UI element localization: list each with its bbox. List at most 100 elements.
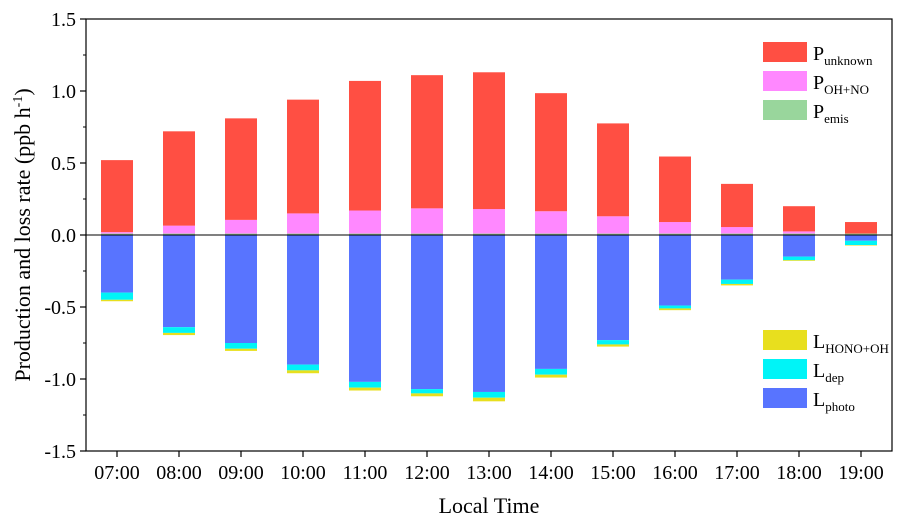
- bar-p-oh-no-1300: [473, 209, 505, 234]
- bar-l-dep-1100: [349, 381, 381, 388]
- y-axis-title: Production and loss rate (ppb h-1): [10, 88, 35, 381]
- legend-label-p-unknown: Punknown: [813, 43, 873, 68]
- bar-l-hono-oh-1900: [845, 245, 877, 246]
- bar-p-unknown-0800: [163, 131, 195, 226]
- bar-l-dep-1600: [659, 305, 691, 309]
- legend-swatch-p-oh-no: [763, 71, 807, 91]
- bar-l-hono-oh-0700: [101, 299, 133, 302]
- bar-l-dep-1700: [721, 279, 753, 284]
- bar-l-photo-1400: [535, 235, 567, 369]
- x-axis-title: Local Time: [439, 493, 540, 517]
- bar-l-photo-1000: [287, 235, 319, 365]
- x-tick-label: 07:00: [94, 462, 140, 484]
- legend-label-l-hono-oh: LHONO+OH: [813, 331, 889, 356]
- legend-label-p-emis: Pemis: [813, 101, 849, 126]
- bar-p-oh-no-1400: [535, 211, 567, 234]
- bar-p-oh-no-1500: [597, 216, 629, 234]
- bar-p-oh-no-1600: [659, 222, 691, 234]
- x-tick-label: 15:00: [590, 462, 636, 484]
- bar-p-oh-no-1700: [721, 227, 753, 234]
- y-tick-label: -1.5: [44, 441, 76, 463]
- bar-p-emis-1600: [659, 233, 691, 235]
- bar-l-photo-1100: [349, 235, 381, 382]
- bar-p-emis-1000: [287, 233, 319, 235]
- x-tick-label: 19:00: [838, 462, 884, 484]
- x-tick-label: 08:00: [156, 462, 202, 484]
- bar-p-emis-1500: [597, 233, 629, 235]
- ticks-layer: -1.5 -1.0 -0.5 0.0 0.5 1.0 1.5 07:00 08:00 09:00 1…: [44, 9, 883, 484]
- bar-l-hono-oh-1500: [597, 344, 629, 347]
- x-tick-label: 11:00: [343, 462, 388, 484]
- bar-p-unknown-1100: [349, 80, 381, 211]
- legend-swatch-l-hono-oh: [763, 330, 807, 350]
- bar-p-oh-no-1000: [287, 213, 319, 234]
- bar-p-unknown-0700: [101, 160, 133, 233]
- bar-l-photo-1900: [845, 235, 877, 241]
- bar-l-dep-0800: [163, 327, 195, 333]
- bars-layer: [101, 72, 877, 402]
- bar-p-unknown-1200: [411, 75, 443, 209]
- bar-l-dep-1500: [597, 340, 629, 345]
- bar-l-dep-1400: [535, 368, 567, 375]
- legend-swatch-p-unknown: [763, 42, 807, 62]
- bar-p-unknown-1800: [783, 206, 815, 232]
- bar-p-unknown-1900: [845, 222, 877, 234]
- bar-p-emis-0900: [225, 233, 257, 235]
- bar-l-photo-0900: [225, 235, 257, 343]
- bar-l-hono-oh-1400: [535, 374, 567, 378]
- bar-p-unknown-1700: [721, 183, 753, 228]
- bar-l-photo-1600: [659, 235, 691, 306]
- bar-p-emis-1300: [473, 233, 505, 235]
- bar-l-hono-oh-1600: [659, 308, 691, 311]
- bar-p-unknown-1000: [287, 99, 319, 214]
- bar-p-oh-no-1800: [783, 231, 815, 234]
- y-axis-title-main: Production and loss rate (ppb h: [10, 107, 35, 381]
- bar-l-hono-oh-0900: [225, 348, 257, 351]
- bar-l-dep-1800: [783, 256, 815, 261]
- bar-p-unknown-1500: [597, 123, 629, 217]
- bar-l-dep-1300: [473, 391, 505, 398]
- y-tick-label: -1.0: [44, 369, 76, 391]
- y-axis-title-close: ): [10, 88, 35, 95]
- bar-l-photo-1200: [411, 235, 443, 390]
- bar-l-dep-0900: [225, 343, 257, 349]
- y-tick-label: -0.5: [44, 297, 76, 319]
- bar-p-oh-no-1200: [411, 208, 443, 234]
- legend-lower: LHONO+OH Ldep Lphoto: [763, 330, 889, 414]
- bar-l-photo-0700: [101, 235, 133, 293]
- bar-l-hono-oh-0800: [163, 332, 195, 336]
- bar-p-emis-1800: [783, 233, 815, 235]
- bar-l-hono-oh-1700: [721, 283, 753, 286]
- bar-l-dep-1200: [411, 389, 443, 394]
- bar-p-emis-1400: [535, 233, 567, 235]
- bar-l-dep-1900: [845, 240, 877, 246]
- x-tick-label: 10:00: [280, 462, 326, 484]
- bar-p-oh-no-0700: [101, 232, 133, 234]
- y-tick-label: 1.0: [51, 81, 76, 103]
- y-axis-title-superscript: -1: [11, 96, 26, 108]
- x-tick-label: 12:00: [404, 462, 450, 484]
- bar-l-hono-oh-1100: [349, 387, 381, 391]
- y-tick-label: 0.5: [51, 153, 76, 175]
- bar-l-hono-oh-1800: [783, 260, 815, 261]
- bar-p-unknown-1300: [473, 72, 505, 210]
- bar-l-hono-oh-1300: [473, 397, 505, 402]
- bar-l-hono-oh-1200: [411, 393, 443, 397]
- bar-p-oh-no-0800: [163, 225, 195, 234]
- bar-p-oh-no-0900: [225, 219, 257, 234]
- bar-l-photo-1800: [783, 235, 815, 257]
- bar-p-emis-0800: [163, 233, 195, 235]
- bar-l-photo-1500: [597, 235, 629, 341]
- y-tick-label: 1.5: [51, 9, 76, 31]
- bar-p-unknown-1400: [535, 93, 567, 212]
- legend-label-p-oh-no: POH+NO: [813, 72, 869, 97]
- x-tick-label: 13:00: [466, 462, 512, 484]
- bar-p-emis-1200: [411, 233, 443, 235]
- x-tick-label: 17:00: [714, 462, 760, 484]
- legend-label-l-photo: Lphoto: [813, 389, 855, 414]
- bar-l-hono-oh-1000: [287, 370, 319, 374]
- bar-l-photo-1700: [721, 235, 753, 280]
- legend-upper: Punknown POH+NO Pemis: [763, 42, 873, 126]
- x-tick-label: 14:00: [528, 462, 574, 484]
